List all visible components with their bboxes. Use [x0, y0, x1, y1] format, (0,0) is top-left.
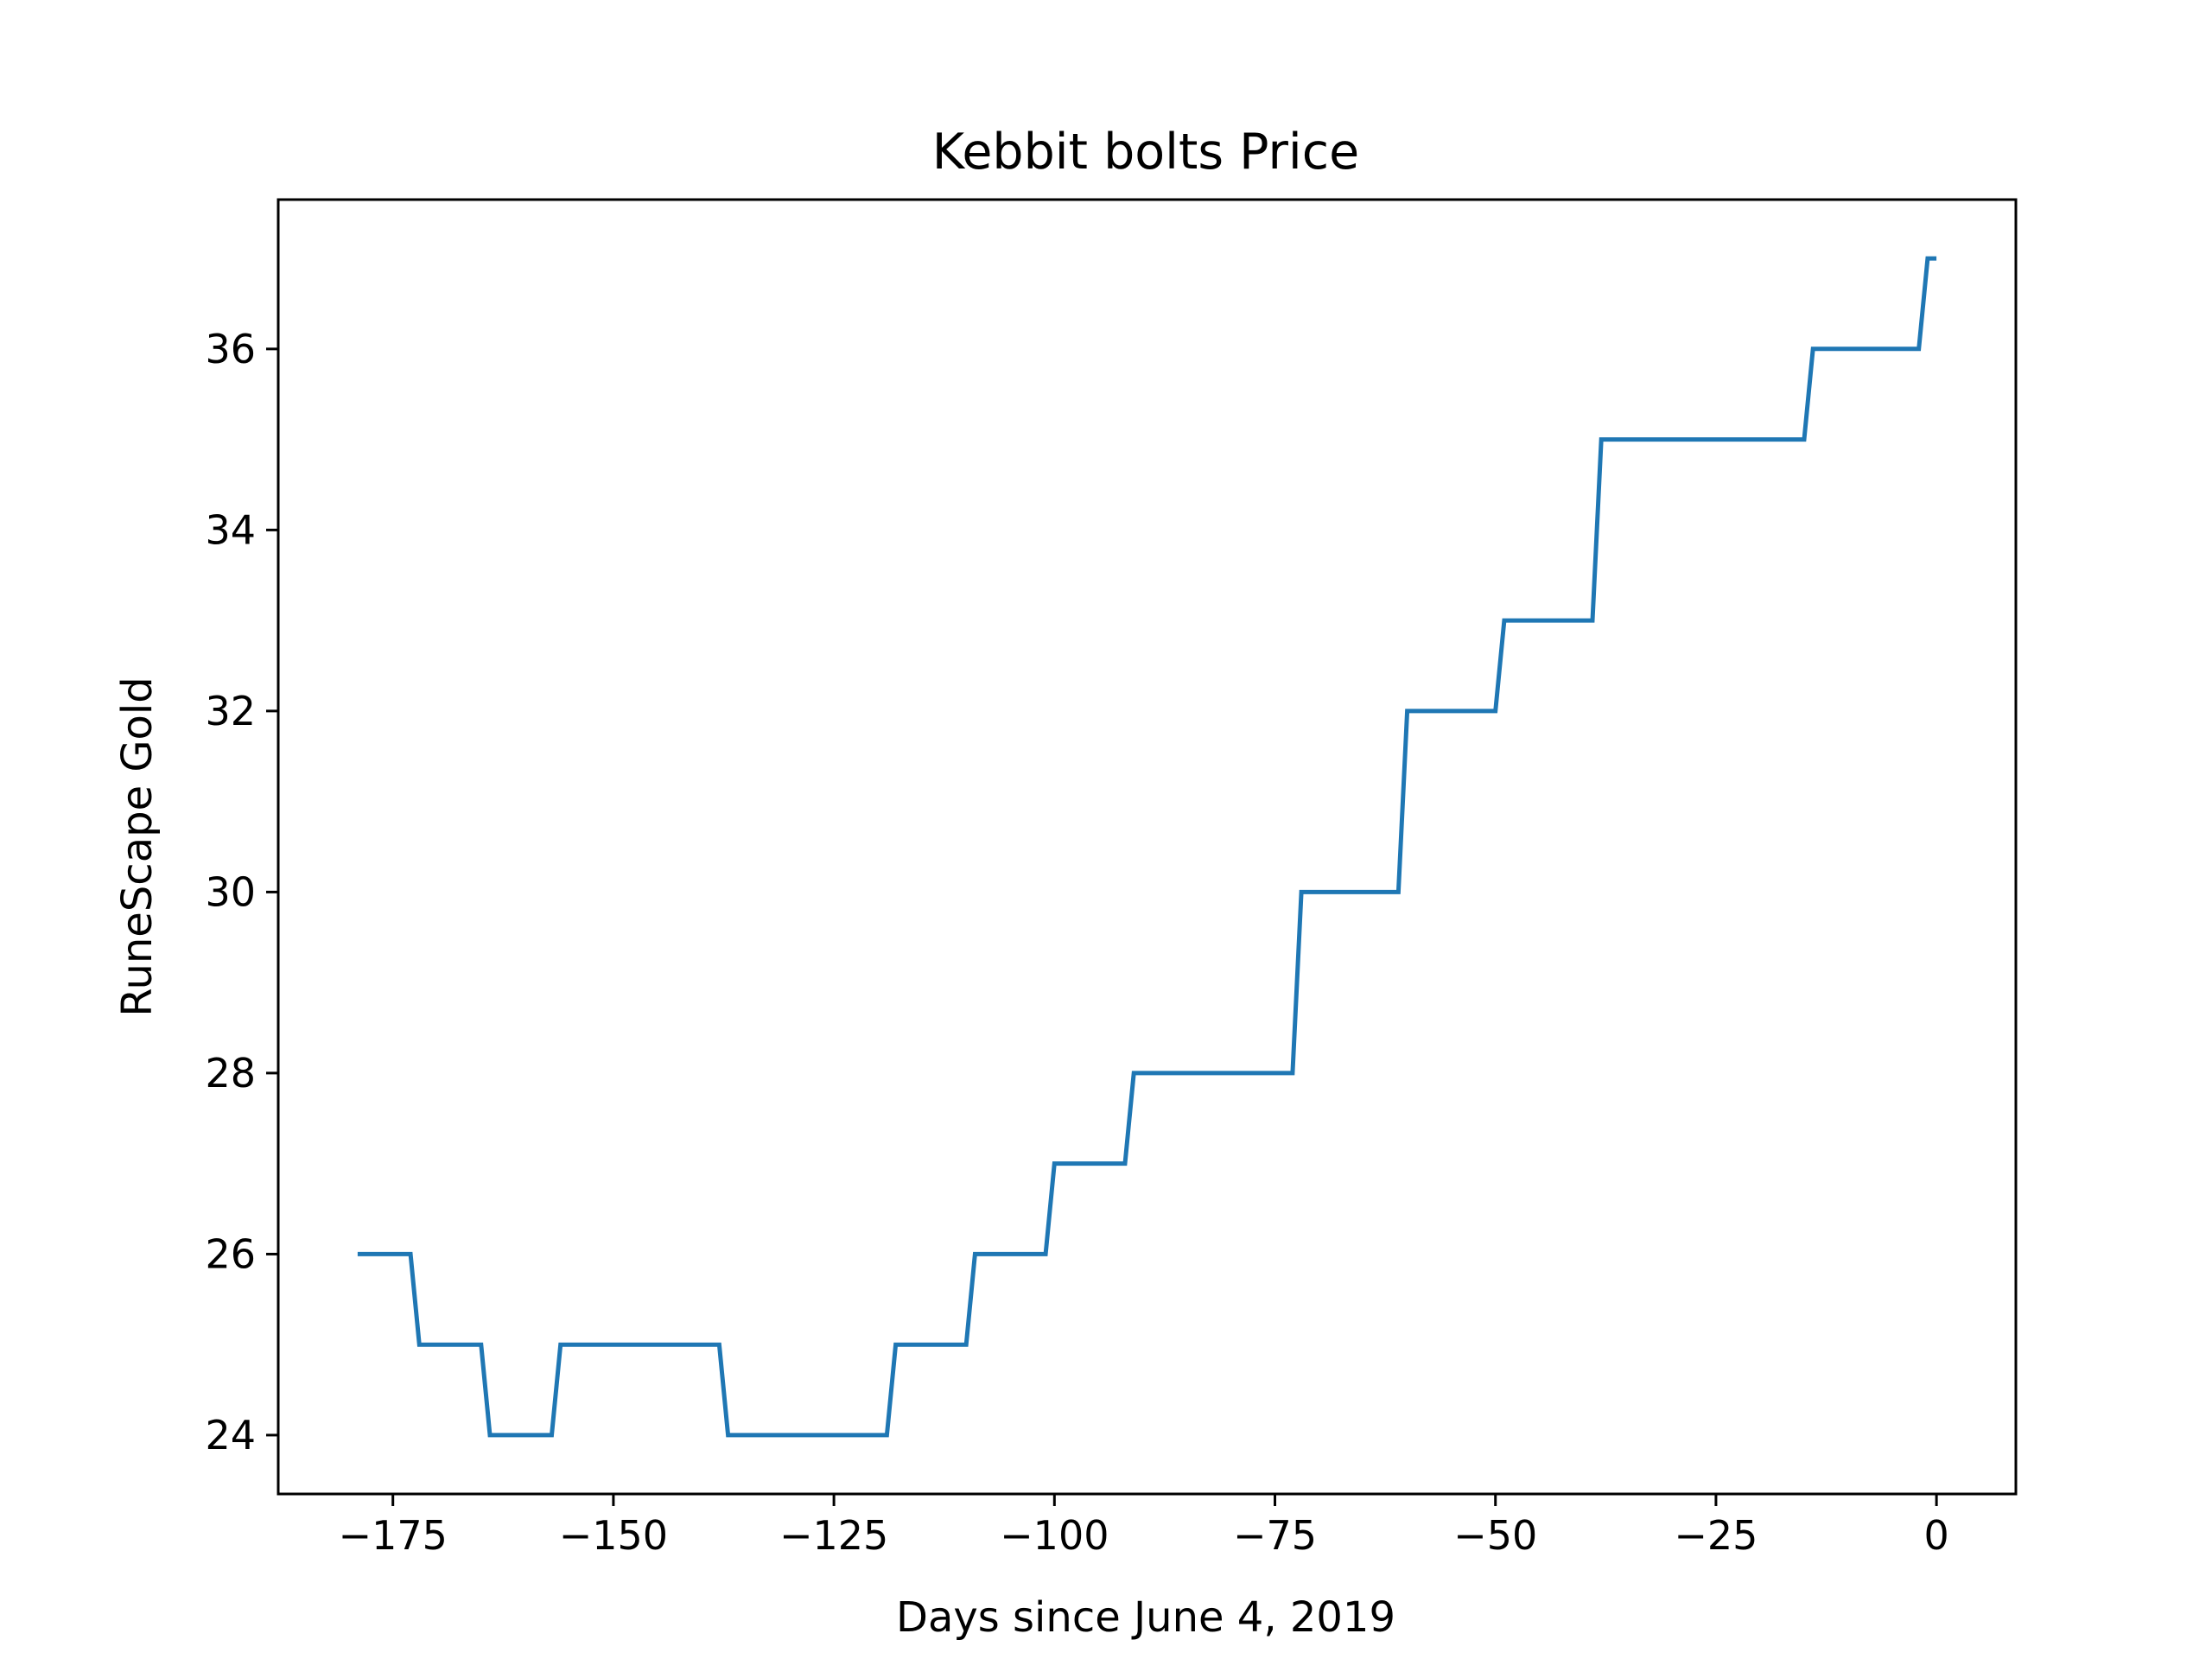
x-tick-label: −25 — [1674, 1512, 1758, 1559]
y-axis: 24 26 28 30 32 34 36 — [205, 326, 278, 1459]
y-axis-label: RuneScape Gold — [113, 677, 162, 1016]
y-tick-label: 30 — [205, 868, 256, 915]
x-axis: −175 −150 −125 −100 −75 −50 −25 0 — [339, 1494, 1949, 1559]
y-tick-label: 28 — [205, 1050, 256, 1096]
x-tick-label: −150 — [559, 1512, 668, 1559]
series-layer — [357, 256, 1937, 1438]
y-tick-label: 26 — [205, 1230, 256, 1277]
x-tick-label: −75 — [1233, 1512, 1317, 1559]
chart-title: Kebbit bolts Price — [932, 124, 1359, 181]
y-tick-label: 24 — [205, 1412, 256, 1459]
x-tick-label: −50 — [1453, 1512, 1537, 1559]
plot-area-frame — [276, 198, 2018, 1496]
x-tick-label: 0 — [1923, 1512, 1948, 1559]
series-line-0 — [357, 256, 1937, 1438]
x-tick-label: −175 — [339, 1512, 448, 1559]
x-tick-label: −125 — [779, 1512, 888, 1559]
x-tick-label: −100 — [1000, 1512, 1109, 1559]
y-tick-label: 32 — [205, 688, 256, 734]
y-tick-label: 34 — [205, 506, 256, 553]
x-axis-label: Days since June 4, 2019 — [896, 1593, 1395, 1642]
y-tick-label: 36 — [205, 326, 256, 372]
